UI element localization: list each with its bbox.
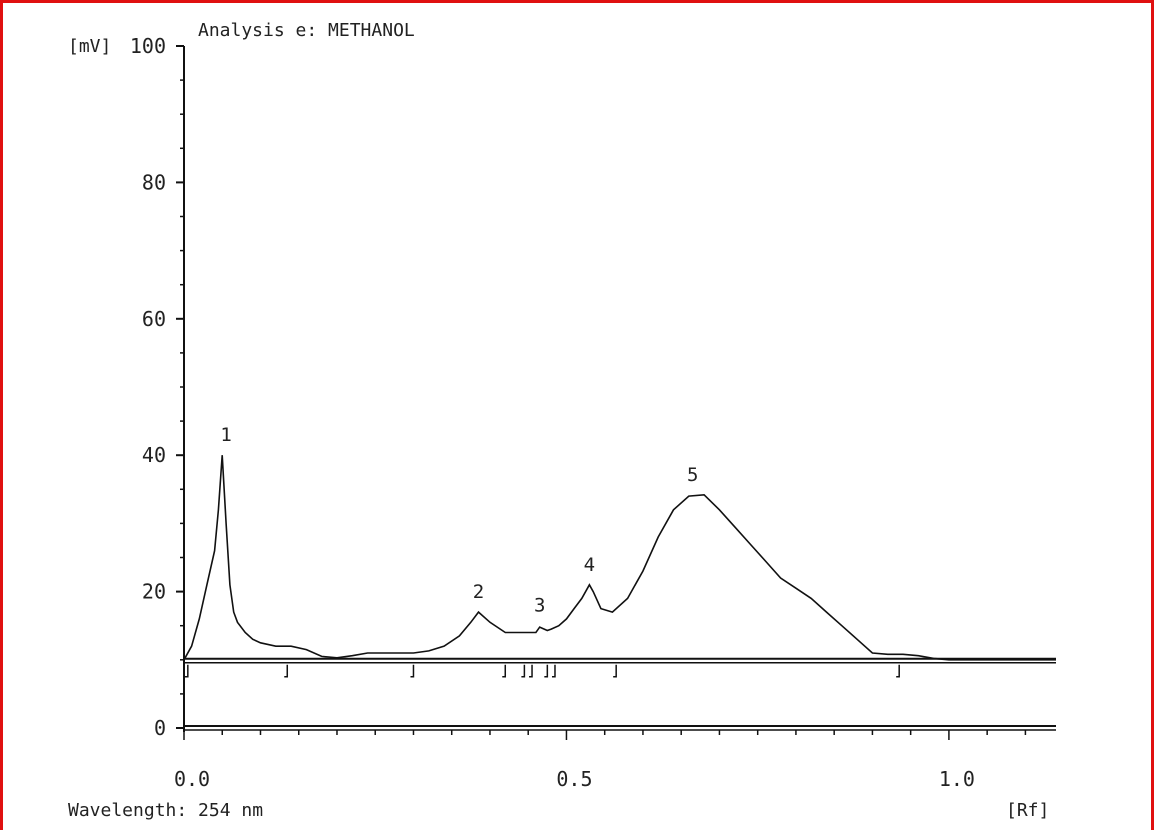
peak-label: 5 (687, 464, 698, 486)
integration-mark (284, 664, 289, 678)
x-tick-label: 0.5 (556, 767, 592, 791)
peak-labels: 1 2 3 4 5 (220, 424, 698, 617)
integration-mark (529, 664, 533, 678)
integration-mark (502, 664, 507, 678)
x-tick-label: 0.0 (174, 767, 210, 791)
peak-label: 2 (473, 581, 484, 603)
integration-mark (410, 664, 415, 678)
y-tick-label: 0 (154, 716, 166, 740)
signal-area (183, 455, 1056, 661)
integration-marks (184, 664, 900, 678)
peak-label: 4 (584, 554, 595, 576)
integration-mark (551, 664, 556, 678)
y-tick-label: 80 (142, 170, 166, 194)
integration-mark (613, 664, 617, 678)
peak-area-fill (184, 455, 1056, 660)
y-tick-label: 60 (142, 307, 166, 331)
y-axis-unit-label: [mV] (68, 36, 111, 57)
peak-label: 1 (220, 424, 231, 446)
y-tick-label: 40 (142, 443, 166, 467)
peak-label: 3 (534, 595, 545, 617)
signal-line (183, 455, 1056, 661)
x-tick-label: 1.0 (939, 767, 975, 791)
integration-mark (184, 664, 189, 678)
y-tick-label: 100 (130, 34, 166, 58)
chart-axes: 0 20 40 60 80 100 0.0 0.5 1.0 (130, 34, 1056, 791)
integration-mark (896, 664, 900, 678)
integration-mark (521, 664, 526, 678)
chart-title: Analysis e: METHANOL (198, 20, 415, 41)
integration-mark (544, 664, 549, 678)
y-tick-label: 20 (142, 580, 166, 604)
x-axis-unit-label: [Rf] (1006, 800, 1049, 821)
wavelength-footer: Wavelength: 254 nm (68, 800, 263, 821)
